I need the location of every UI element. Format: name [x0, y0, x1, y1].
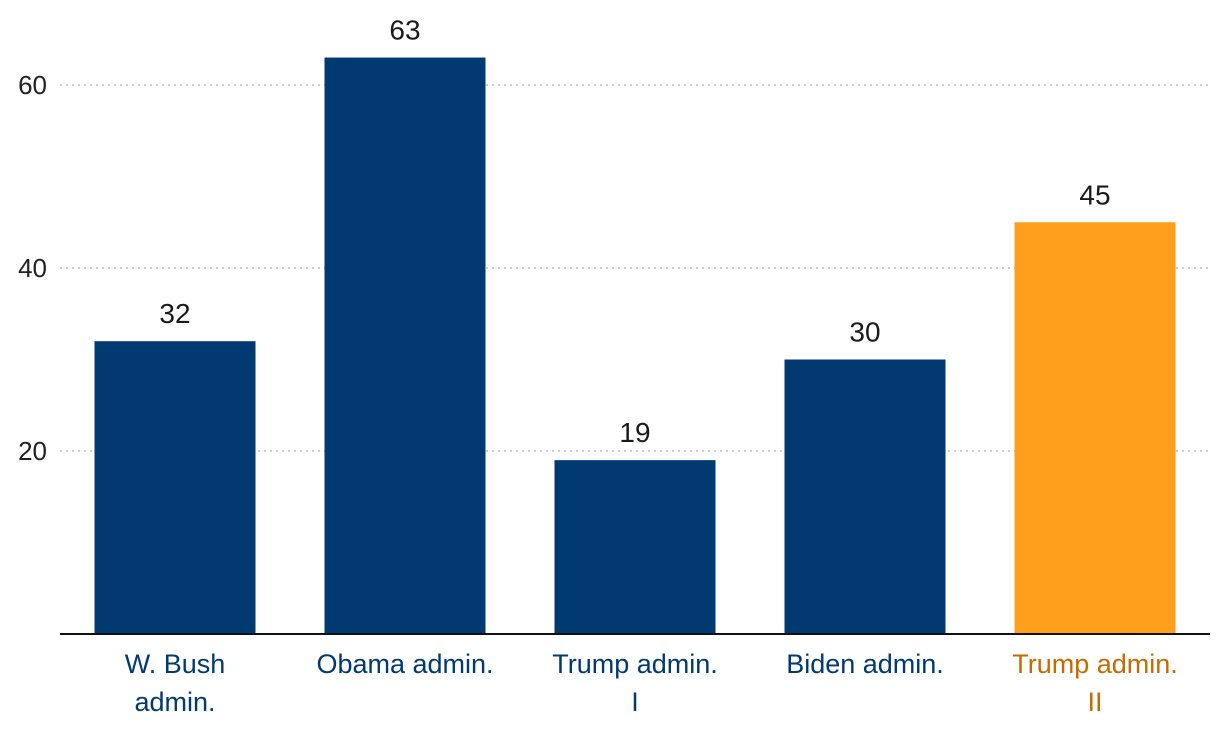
category-label-1-line-0: Obama admin. — [316, 649, 493, 679]
bar-1 — [324, 57, 486, 635]
data-label-3: 30 — [849, 317, 880, 348]
y-tick-label: 40 — [18, 253, 47, 283]
bar-2 — [554, 460, 716, 634]
category-label-3-line-0: Biden admin. — [786, 649, 944, 679]
data-labels: 32 63 19 30 45 — [159, 15, 1110, 449]
y-tick-label: 60 — [18, 70, 47, 100]
category-label-4-line-1: II — [1087, 687, 1102, 717]
y-tick-label: 20 — [18, 436, 47, 466]
data-label-2: 19 — [619, 417, 650, 448]
data-label-0: 32 — [159, 298, 190, 329]
category-label-2-line-1: I — [631, 687, 639, 717]
y-axis-ticks: 20 40 60 — [18, 70, 47, 466]
category-label-2-line-0: Trump admin. — [552, 649, 718, 679]
category-label-0-line-1: admin. — [134, 687, 215, 717]
category-label-0-line-0: W. Bush — [125, 649, 226, 679]
bar-3 — [784, 359, 946, 634]
bar-4 — [1014, 222, 1176, 634]
data-label-4: 45 — [1079, 179, 1110, 210]
x-axis-category-labels: W. Bush admin. Obama admin. Trump admin. I Bi… — [125, 649, 1178, 717]
category-label-4-line-0: Trump admin. — [1012, 649, 1178, 679]
data-label-1: 63 — [389, 15, 420, 46]
bars — [94, 57, 1176, 635]
bar-0 — [94, 341, 256, 634]
